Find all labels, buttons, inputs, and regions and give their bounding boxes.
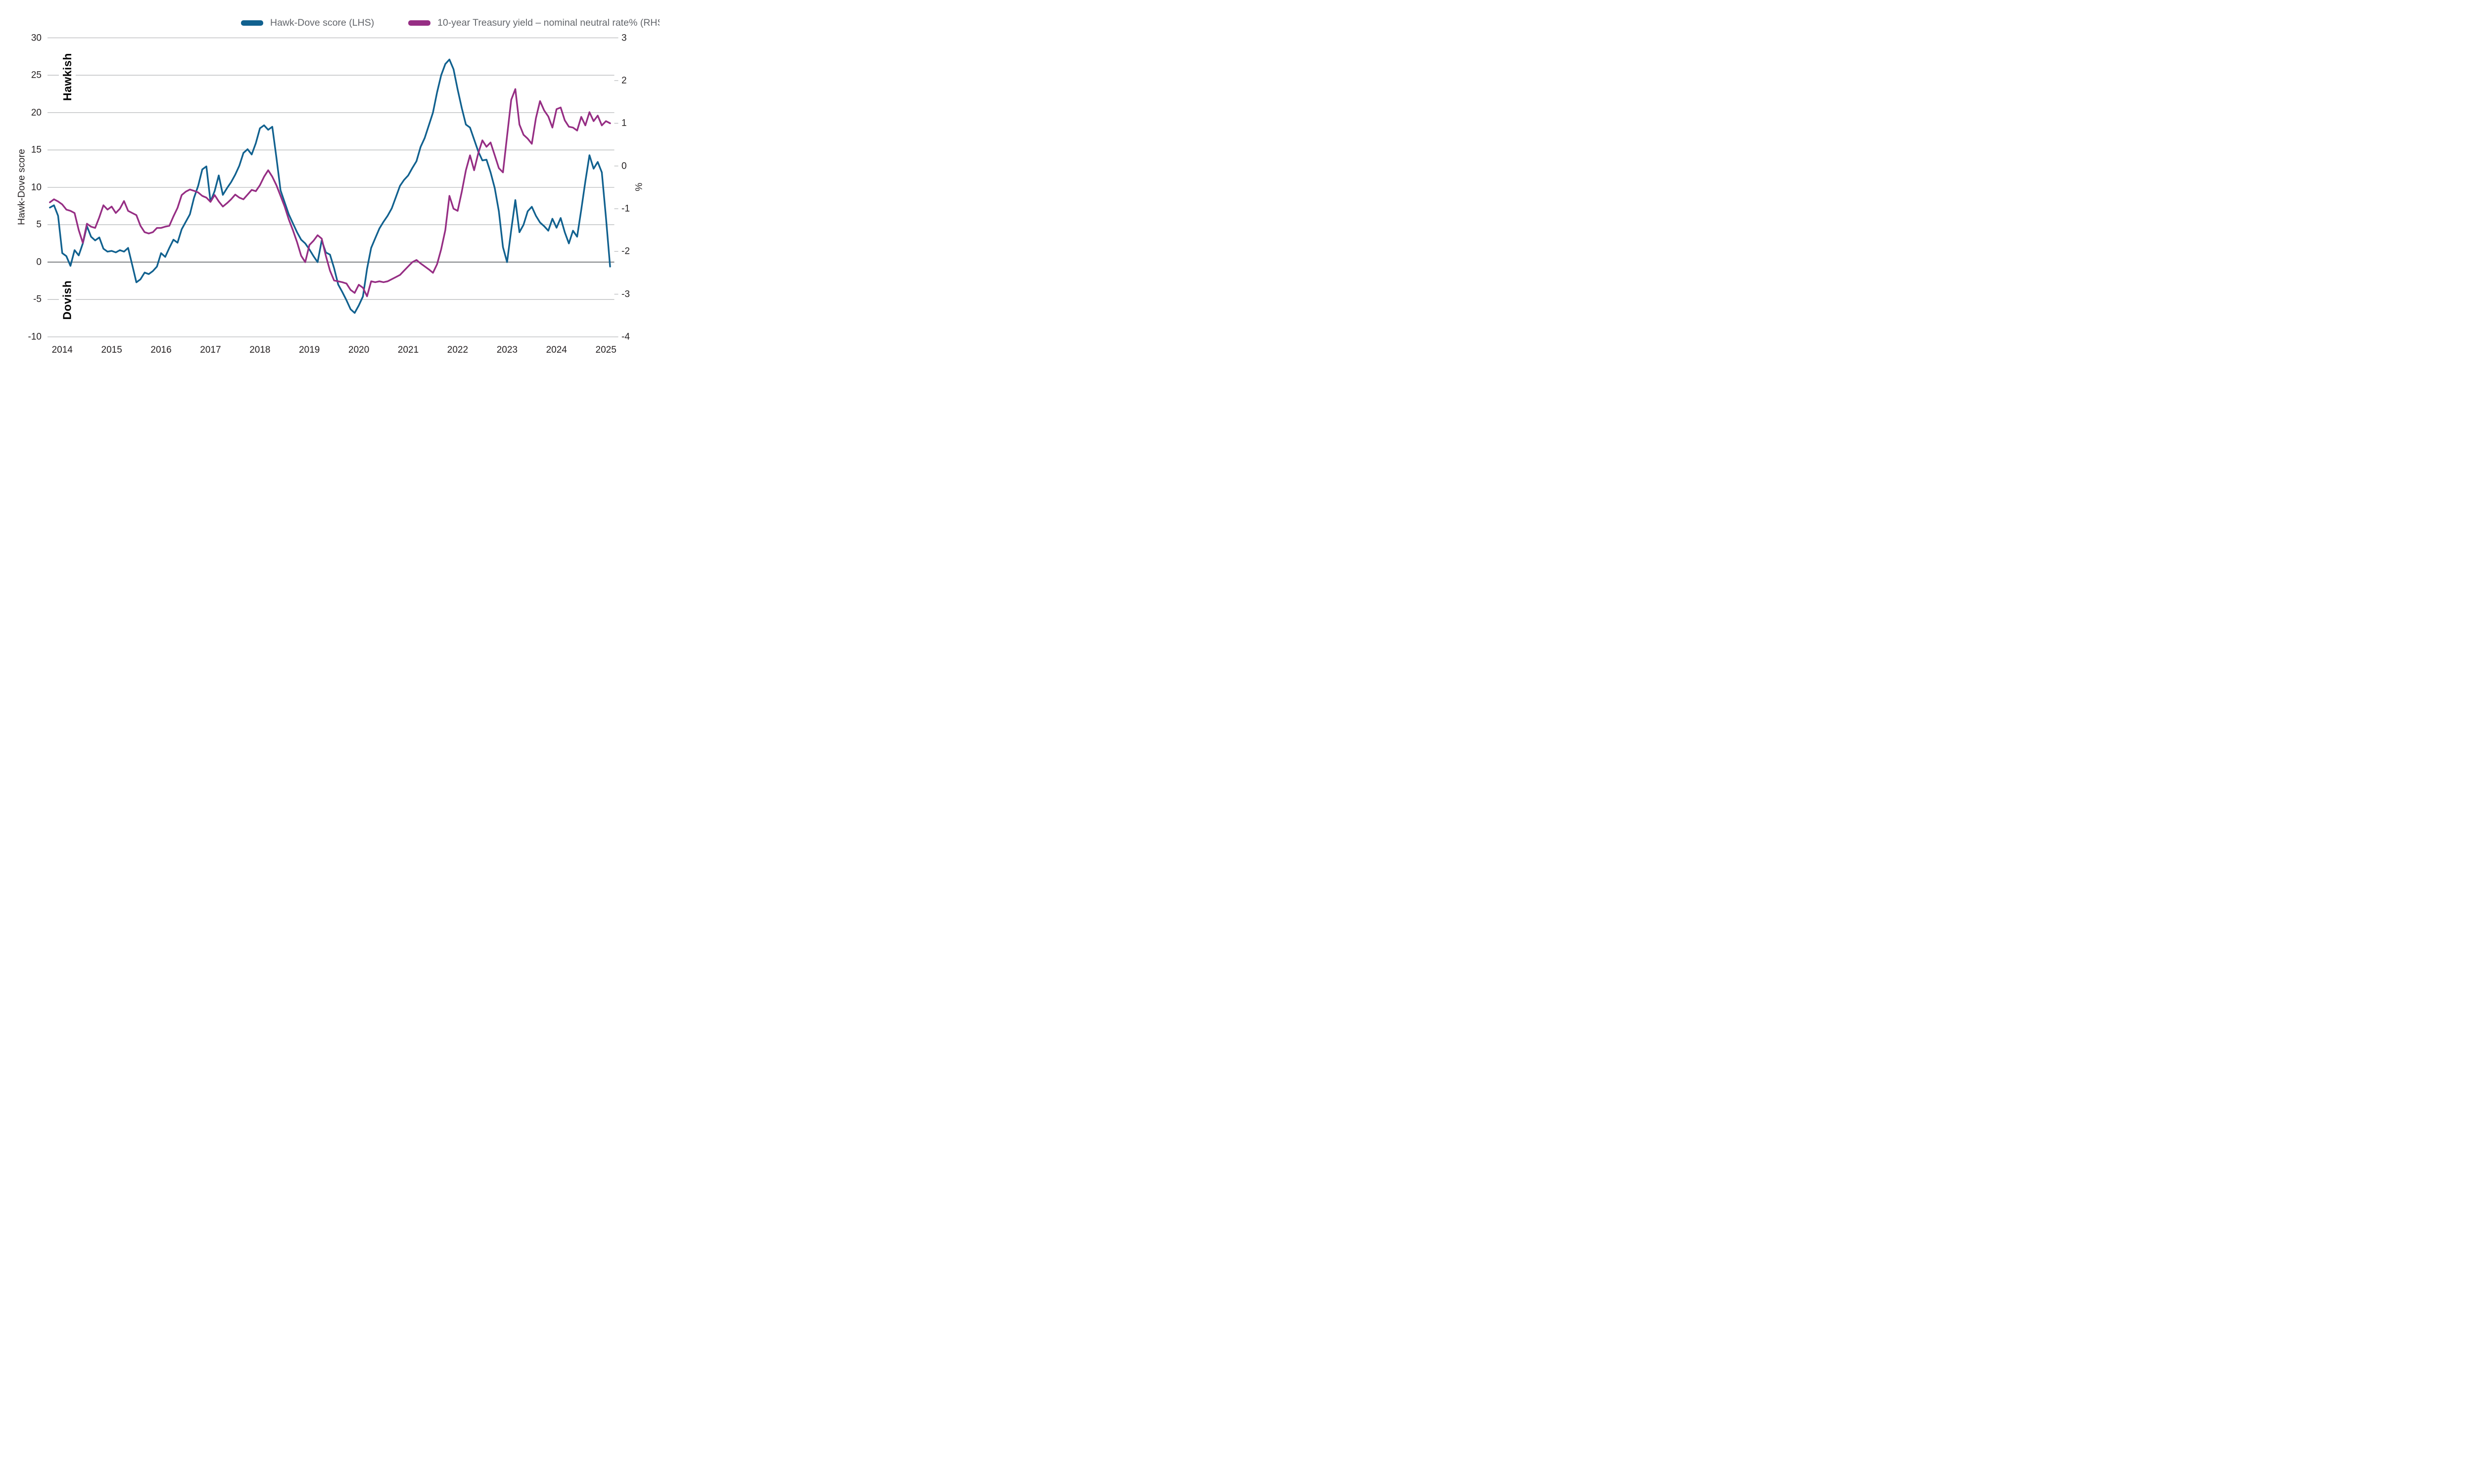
y-left-tick--5: -5 xyxy=(33,294,42,305)
y-left-tick-0: 0 xyxy=(36,257,42,268)
series-line-treasury-yield xyxy=(49,88,611,297)
y-right-tick-2: 2 xyxy=(621,75,627,86)
legend-swatch-yield xyxy=(408,20,430,26)
x-tick-2020: 2020 xyxy=(348,345,370,355)
y-left-tick-20: 20 xyxy=(31,107,42,118)
legend-swatch-hawk-dove xyxy=(241,20,263,26)
y-right-tick-1: 1 xyxy=(621,118,627,129)
x-tick-2018: 2018 xyxy=(249,345,271,355)
y-left-tick-30: 30 xyxy=(31,33,42,43)
legend-label-hawk-dove: Hawk-Dove score (LHS) xyxy=(270,17,375,28)
x-tick-2023: 2023 xyxy=(496,345,518,355)
y-right-tick--4: -4 xyxy=(621,331,630,342)
x-tick-2025: 2025 xyxy=(595,345,617,355)
y-axis-title-right: % xyxy=(633,183,645,191)
y-left-tick-15: 15 xyxy=(31,144,42,155)
annotation-dovish: Dovish xyxy=(59,278,76,322)
y-right-tick-3: 3 xyxy=(621,33,627,43)
y-left-tick-25: 25 xyxy=(31,70,42,81)
x-tick-2016: 2016 xyxy=(150,345,172,355)
legend-item-hawk-dove: Hawk-Dove score (LHS) xyxy=(241,17,375,28)
x-tick-2024: 2024 xyxy=(546,345,567,355)
y-left-tick-10: 10 xyxy=(31,182,42,193)
y-right-tick-0: 0 xyxy=(621,161,627,172)
x-tick-2019: 2019 xyxy=(299,345,320,355)
annotation-hawkish-text: Hawkish xyxy=(60,52,74,101)
y-right-tick--2: -2 xyxy=(621,246,630,257)
legend-item-yield: 10-year Treasury yield – nominal neutral… xyxy=(408,17,660,28)
y-right-tick--1: -1 xyxy=(621,203,630,214)
series-line-hawk-dove xyxy=(49,58,611,314)
x-tick-2015: 2015 xyxy=(101,345,122,355)
plot-area xyxy=(48,37,618,337)
annotation-dovish-text: Dovish xyxy=(60,280,74,320)
x-tick-2014: 2014 xyxy=(51,345,73,355)
x-tick-2022: 2022 xyxy=(447,345,469,355)
chart-canvas: Hawk-Dove score (LHS) 10-year Treasury y… xyxy=(0,0,660,371)
x-tick-2017: 2017 xyxy=(200,345,221,355)
y-left-tick-5: 5 xyxy=(36,219,42,230)
y-right-tick--3: -3 xyxy=(621,289,630,300)
legend-label-yield: 10-year Treasury yield – nominal neutral… xyxy=(437,17,660,28)
x-tick-2021: 2021 xyxy=(397,345,419,355)
y-left-tick--10: -10 xyxy=(28,331,42,342)
annotation-hawkish: Hawkish xyxy=(59,53,76,100)
